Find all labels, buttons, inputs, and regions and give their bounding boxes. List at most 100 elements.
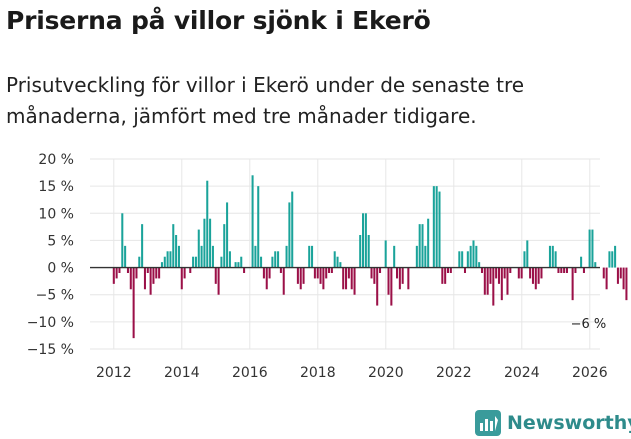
x-tick-label: 2020 — [368, 365, 404, 381]
bar-positive — [175, 235, 178, 268]
bar-positive — [209, 218, 212, 268]
bar-positive — [141, 224, 144, 268]
bar-negative — [500, 267, 503, 301]
bar-positive — [608, 251, 611, 268]
bar-negative — [373, 267, 376, 284]
bar-negative — [619, 267, 622, 279]
bar-positive — [124, 245, 127, 268]
y-tick-label: 20 % — [38, 152, 74, 168]
bar-negative — [503, 267, 506, 279]
bar-negative — [322, 267, 325, 290]
bar-negative — [299, 267, 302, 290]
bar-negative — [529, 267, 532, 279]
bar-negative — [296, 267, 299, 284]
bar-positive — [336, 256, 339, 268]
x-tick-label: 2018 — [300, 365, 336, 381]
bar-positive — [548, 245, 551, 268]
bar-negative — [540, 267, 543, 279]
bar-positive — [237, 262, 240, 268]
bar-positive — [251, 175, 254, 268]
bar-negative — [328, 267, 331, 273]
bar-negative — [115, 267, 118, 279]
bar-negative — [319, 267, 322, 284]
bar-positive — [169, 251, 172, 268]
bar-negative — [446, 267, 450, 273]
bar-negative — [118, 267, 121, 273]
bar-positive — [223, 224, 226, 268]
bar-negative — [396, 267, 399, 279]
bar-positive — [228, 251, 231, 268]
bar-negative — [602, 267, 605, 279]
bar-negative — [509, 267, 512, 273]
bar-negative — [407, 267, 410, 290]
y-tick-label: −10 % — [27, 315, 74, 331]
bar-positive — [211, 245, 214, 268]
bar-negative — [557, 267, 560, 273]
bar-negative — [480, 267, 484, 273]
bar-negative — [217, 267, 220, 295]
bar-positive — [260, 256, 263, 268]
bar-positive — [308, 245, 311, 268]
bar-positive — [121, 213, 124, 268]
bar-negative — [582, 267, 585, 273]
bar-negative — [152, 267, 155, 284]
bar-negative — [279, 267, 282, 273]
bar-negative — [313, 267, 316, 279]
y-tick-label: −5 % — [36, 288, 74, 304]
bar-positive — [206, 180, 209, 268]
bar-negative — [387, 267, 390, 295]
bar-negative — [441, 267, 444, 284]
bar-negative — [325, 267, 328, 279]
x-tick-label: 2022 — [436, 365, 472, 381]
bar-positive — [138, 256, 141, 268]
bar-positive — [192, 256, 195, 268]
bar-negative — [149, 267, 152, 295]
bar-positive — [478, 262, 481, 268]
y-tick-label: 5 % — [47, 233, 74, 249]
y-tick-label: −15 % — [27, 342, 74, 358]
bar-negative — [622, 267, 625, 290]
x-tick-label: 2024 — [504, 365, 540, 381]
bar-positive — [194, 256, 197, 268]
bar-negative — [517, 267, 520, 279]
bar-positive — [588, 229, 591, 268]
bar-negative — [616, 267, 619, 284]
bar-positive — [432, 186, 435, 268]
bar-negative — [350, 267, 353, 290]
bar-negative — [449, 267, 452, 273]
bar-negative — [390, 267, 393, 306]
bar-negative — [531, 267, 534, 284]
x-tick-label: 2016 — [232, 365, 268, 381]
bar-negative — [330, 267, 333, 273]
bar-negative — [146, 267, 149, 273]
bar-positive — [274, 251, 277, 268]
bar-negative — [268, 267, 271, 279]
bar-negative — [126, 267, 129, 273]
bar-positive — [384, 240, 387, 268]
y-tick-label: 15 % — [38, 179, 74, 195]
bar-negative — [158, 267, 161, 279]
bar-positive — [435, 186, 438, 268]
bar-negative — [497, 267, 500, 284]
bar-negative — [483, 267, 486, 295]
bar-positive — [197, 229, 200, 268]
bar-positive — [254, 245, 257, 268]
bar-positive — [311, 245, 314, 268]
bar-positive — [591, 229, 594, 268]
bar-negative — [112, 267, 115, 284]
chart-title: Priserna på villor sjönk i Ekerö — [6, 6, 431, 35]
bar-negative — [132, 267, 135, 339]
bar-positive — [523, 251, 526, 268]
bar-negative — [605, 267, 608, 290]
bar-negative — [353, 267, 356, 295]
bar-negative — [534, 267, 537, 290]
bar-negative — [574, 267, 577, 273]
bar-positive — [551, 245, 554, 268]
bar-positive — [367, 235, 370, 268]
x-tick-label: 2026 — [572, 365, 608, 381]
bar-negative — [316, 267, 319, 279]
bar-negative — [180, 267, 183, 290]
bar-positive — [364, 213, 367, 268]
bar-negative — [143, 267, 146, 290]
bar-positive — [277, 251, 280, 268]
